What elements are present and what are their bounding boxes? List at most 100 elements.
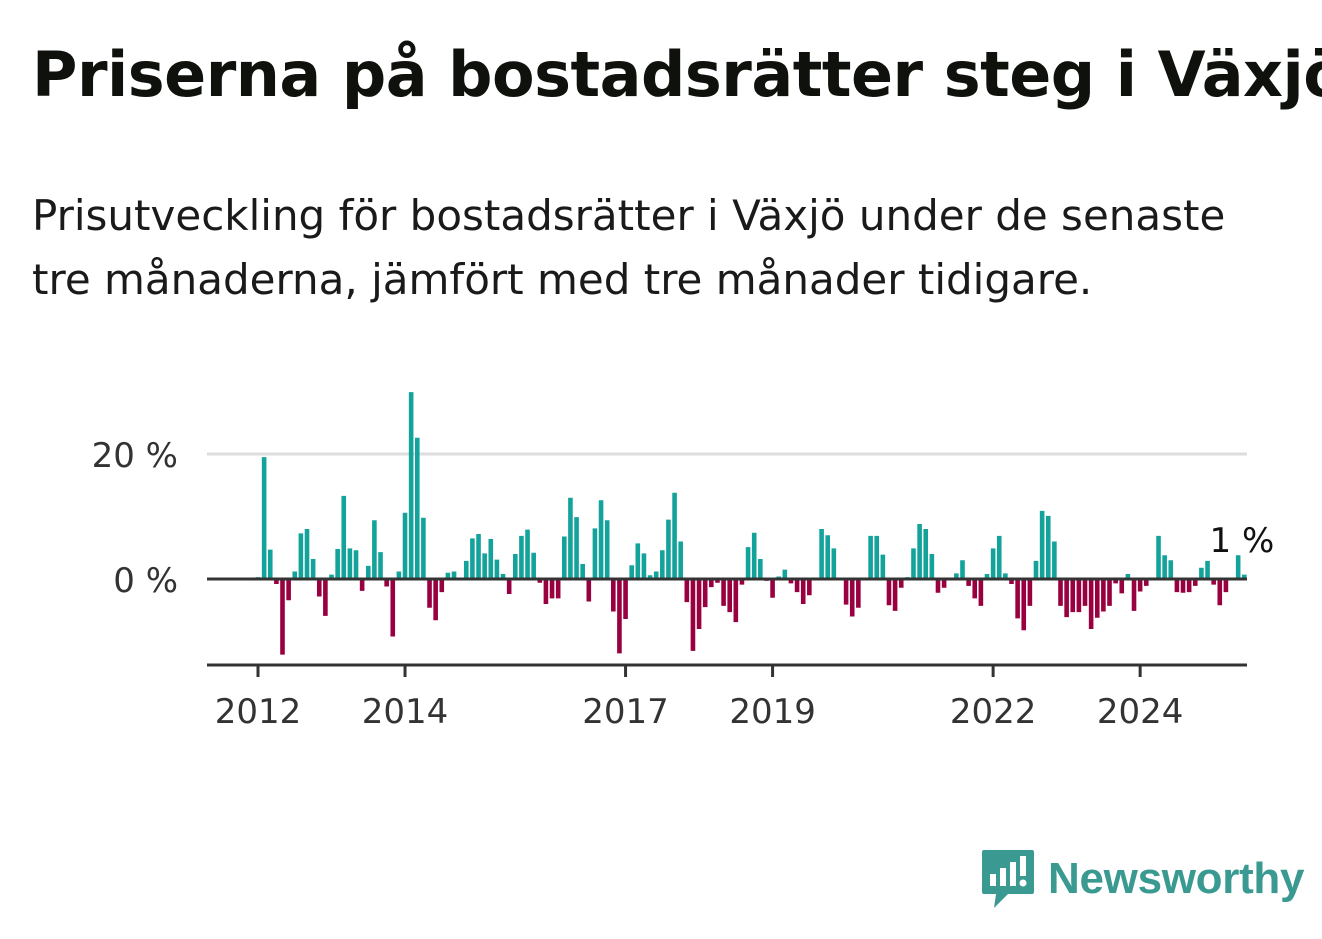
bar bbox=[451, 571, 457, 579]
x-tick-label: 2012 bbox=[215, 692, 302, 732]
bar bbox=[623, 579, 628, 619]
tick-labels: 0 % 20 % 2012 2014 2017 2019 2022 2024 1 % bbox=[92, 436, 1275, 732]
x-tick-label: 2019 bbox=[729, 692, 816, 732]
x-tick-label: 2024 bbox=[1097, 692, 1184, 732]
bar bbox=[310, 559, 316, 579]
bar bbox=[555, 579, 561, 599]
x-tick-label: 2017 bbox=[582, 692, 669, 732]
bar bbox=[831, 548, 837, 580]
bar bbox=[929, 554, 935, 579]
bar bbox=[506, 579, 512, 594]
bar bbox=[923, 529, 929, 579]
bar bbox=[819, 529, 824, 579]
bar bbox=[856, 579, 861, 608]
bar bbox=[880, 554, 886, 580]
bar bbox=[390, 579, 396, 637]
bar bbox=[966, 579, 971, 586]
bar bbox=[660, 550, 665, 579]
bar-chart: 0 % 20 % 2012 2014 2017 2019 2022 2024 1 % bbox=[92, 392, 1275, 732]
bar bbox=[941, 579, 947, 588]
chart-subtitle: Prisutveckling för bostadsrätter i Växjö… bbox=[32, 191, 1226, 304]
bar bbox=[641, 553, 647, 579]
bar bbox=[292, 571, 298, 579]
bar bbox=[727, 579, 732, 613]
bar bbox=[990, 548, 996, 580]
bar bbox=[1082, 579, 1088, 606]
bar bbox=[1088, 579, 1094, 629]
bar bbox=[1009, 579, 1014, 584]
bar bbox=[825, 535, 831, 579]
bar bbox=[1094, 579, 1100, 618]
bar bbox=[1186, 579, 1192, 593]
bar bbox=[439, 579, 445, 593]
bar bbox=[721, 579, 726, 606]
bar bbox=[329, 574, 334, 580]
bar bbox=[1045, 515, 1051, 580]
bar bbox=[261, 457, 267, 580]
bar bbox=[1125, 574, 1131, 579]
bar bbox=[800, 579, 806, 604]
bar bbox=[745, 547, 751, 579]
bar bbox=[960, 560, 965, 579]
bar bbox=[794, 579, 800, 593]
bar bbox=[1027, 579, 1033, 606]
bar bbox=[1052, 541, 1057, 579]
x-tick-label: 2014 bbox=[362, 692, 449, 732]
newsworthy-chart-icon bbox=[982, 850, 1034, 908]
bar bbox=[1162, 555, 1167, 579]
y-tick-label: 0 % bbox=[113, 561, 178, 601]
bar bbox=[574, 517, 579, 580]
bar bbox=[476, 534, 481, 579]
bar bbox=[1223, 579, 1229, 593]
bar bbox=[359, 579, 365, 591]
bar bbox=[1119, 579, 1125, 594]
bar bbox=[274, 579, 279, 584]
bar bbox=[267, 549, 273, 580]
bar bbox=[954, 573, 959, 580]
bar bbox=[433, 579, 438, 621]
bar bbox=[1015, 579, 1020, 619]
bar bbox=[488, 539, 494, 579]
bar bbox=[868, 535, 873, 580]
bar bbox=[978, 579, 984, 606]
logo-text: Newsworthy bbox=[1048, 854, 1305, 903]
bar bbox=[672, 492, 677, 579]
bar bbox=[1101, 579, 1106, 612]
bar bbox=[843, 579, 849, 605]
bar bbox=[1113, 579, 1118, 584]
bar bbox=[1180, 579, 1186, 593]
bar bbox=[316, 579, 322, 597]
bar bbox=[1192, 579, 1198, 586]
bar bbox=[666, 519, 671, 580]
bar bbox=[347, 548, 353, 580]
bar bbox=[519, 535, 524, 580]
bar bbox=[323, 579, 328, 616]
bar bbox=[1205, 560, 1210, 580]
bar bbox=[1199, 567, 1204, 579]
bar bbox=[1064, 579, 1069, 618]
bar bbox=[782, 569, 788, 580]
bar bbox=[653, 571, 659, 579]
bar bbox=[647, 575, 653, 579]
bar bbox=[733, 579, 739, 623]
bar bbox=[935, 579, 941, 593]
bar bbox=[365, 565, 371, 580]
bar bbox=[911, 548, 916, 580]
x-tick-label: 2022 bbox=[950, 692, 1037, 732]
bar bbox=[635, 543, 641, 580]
bar bbox=[1241, 574, 1247, 580]
bar bbox=[543, 579, 549, 604]
bar bbox=[690, 579, 696, 651]
bar bbox=[702, 579, 708, 608]
bar bbox=[378, 552, 383, 580]
bars bbox=[255, 392, 1247, 655]
bar bbox=[372, 520, 377, 579]
bar bbox=[598, 500, 604, 579]
bar bbox=[586, 579, 592, 602]
bar bbox=[678, 541, 683, 579]
bar bbox=[886, 579, 892, 606]
bar bbox=[562, 536, 567, 579]
bar bbox=[617, 579, 622, 654]
bar bbox=[500, 574, 506, 579]
bar bbox=[1021, 579, 1027, 631]
